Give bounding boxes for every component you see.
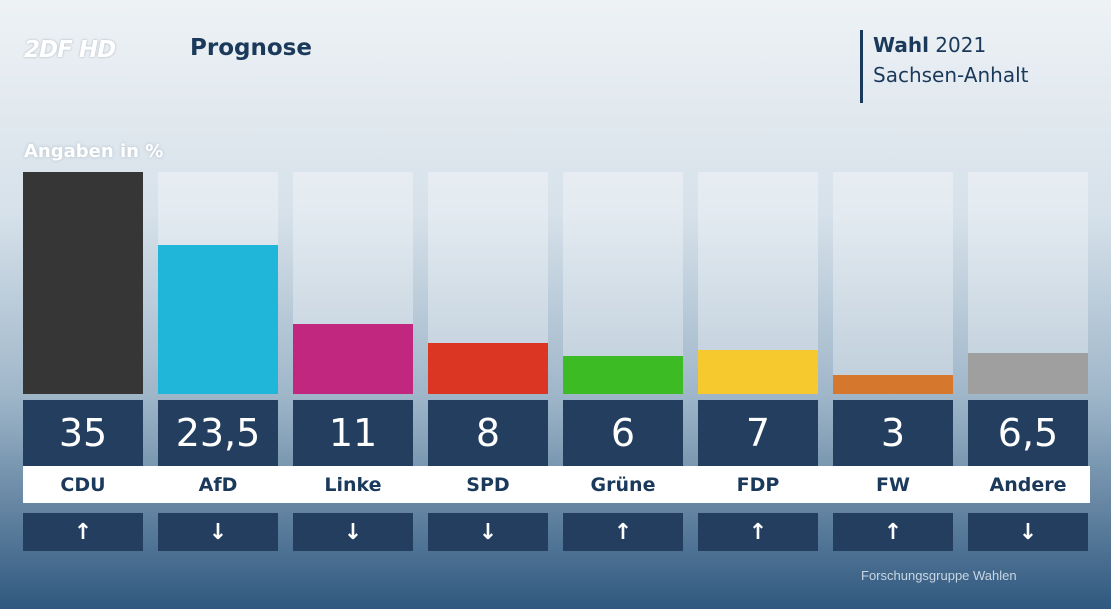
party-column: 23,5 AfD ↓ [158,172,278,551]
bar [698,350,818,394]
party-column: 35 CDU ↑ [23,172,143,551]
value-label: 7 [698,400,818,466]
value-label: 6 [563,400,683,466]
bar [293,324,413,394]
bar-track [698,172,818,394]
arrow-down-icon: ↓ [158,513,278,551]
party-column: 7 FDP ↑ [698,172,818,551]
value-label: 6,5 [968,400,1088,466]
arrow-down-icon: ↓ [968,513,1088,551]
bar-track [158,172,278,394]
party-label: SPD [428,466,548,503]
election-info: Wahl 2021 Sachsen-Anhalt [860,30,1029,103]
value-label: 11 [293,400,413,466]
party-column: 8 SPD ↓ [428,172,548,551]
value-label: 8 [428,400,548,466]
party-column: 3 FW ↑ [833,172,953,551]
party-label: FDP [698,466,818,503]
party-label: Linke [293,466,413,503]
election-region: Sachsen-Anhalt [873,63,1029,87]
election-line: Wahl 2021 [873,30,1029,60]
arrow-up-icon: ↑ [698,513,818,551]
bar [563,356,683,394]
value-label: 3 [833,400,953,466]
bar [23,172,143,394]
party-column: 6,5 Andere ↓ [968,172,1088,551]
bar-track [23,172,143,394]
election-year: 2021 [935,33,987,57]
bar-track [833,172,953,394]
party-label: FW [833,466,953,503]
election-label: Wahl [873,33,929,57]
bar [833,375,953,394]
party-label: AfD [158,466,278,503]
bar-track [563,172,683,394]
zdf-hd-logo: 2DF HD [24,30,116,70]
arrow-up-icon: ↑ [833,513,953,551]
value-label: 35 [23,400,143,466]
bar-track [428,172,548,394]
arrow-down-icon: ↓ [428,513,548,551]
party-column: 6 Grüne ↑ [563,172,683,551]
page-title: Prognose [190,35,312,61]
arrow-down-icon: ↓ [293,513,413,551]
source-credit: Forschungsgruppe Wahlen [861,568,1017,583]
party-label: Grüne [563,466,683,503]
bar-track [968,172,1088,394]
bar [158,245,278,394]
bar [968,353,1088,394]
value-label: 23,5 [158,400,278,466]
party-label: CDU [23,466,143,503]
party-column: 11 Linke ↓ [293,172,413,551]
party-label: Andere [968,466,1088,503]
unit-label: Angaben in % [24,141,164,162]
logo-text: 2DF HD [24,37,116,63]
bar-track [293,172,413,394]
arrow-up-icon: ↑ [563,513,683,551]
bar [428,343,548,394]
arrow-up-icon: ↑ [23,513,143,551]
